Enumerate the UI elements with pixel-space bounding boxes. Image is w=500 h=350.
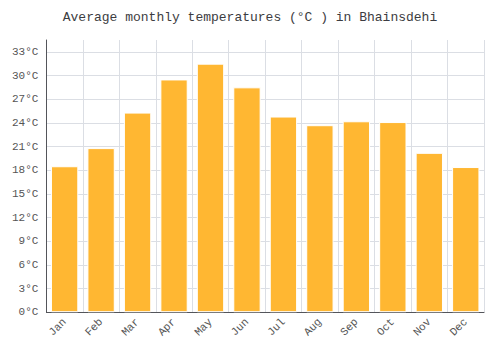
svg-text:33°C: 33°C <box>12 46 39 58</box>
svg-text:Nov: Nov <box>411 316 434 339</box>
svg-text:Oct: Oct <box>375 316 397 338</box>
svg-text:Jun: Jun <box>229 316 251 338</box>
svg-text:May: May <box>192 316 215 339</box>
svg-text:Average monthly temperatures (: Average monthly temperatures (°C ) in Bh… <box>63 10 438 25</box>
svg-text:Aug: Aug <box>302 316 324 338</box>
svg-text:9°C: 9°C <box>19 235 39 247</box>
svg-text:Jan: Jan <box>46 316 68 338</box>
svg-text:21°C: 21°C <box>12 141 39 153</box>
svg-text:15°C: 15°C <box>12 188 39 200</box>
svg-text:Feb: Feb <box>83 316 105 338</box>
svg-text:24°C: 24°C <box>12 117 39 129</box>
svg-text:30°C: 30°C <box>12 70 39 82</box>
svg-text:Dec: Dec <box>448 316 470 338</box>
svg-text:Apr: Apr <box>156 316 178 338</box>
svg-text:18°C: 18°C <box>12 164 39 176</box>
svg-text:6°C: 6°C <box>19 259 39 271</box>
svg-text:Sep: Sep <box>338 316 360 338</box>
svg-text:0°C: 0°C <box>19 306 39 318</box>
svg-text:12°C: 12°C <box>12 212 39 224</box>
svg-text:27°C: 27°C <box>12 93 39 105</box>
svg-text:Mar: Mar <box>119 316 141 338</box>
svg-text:3°C: 3°C <box>19 283 39 295</box>
svg-text:Jul: Jul <box>265 316 287 338</box>
